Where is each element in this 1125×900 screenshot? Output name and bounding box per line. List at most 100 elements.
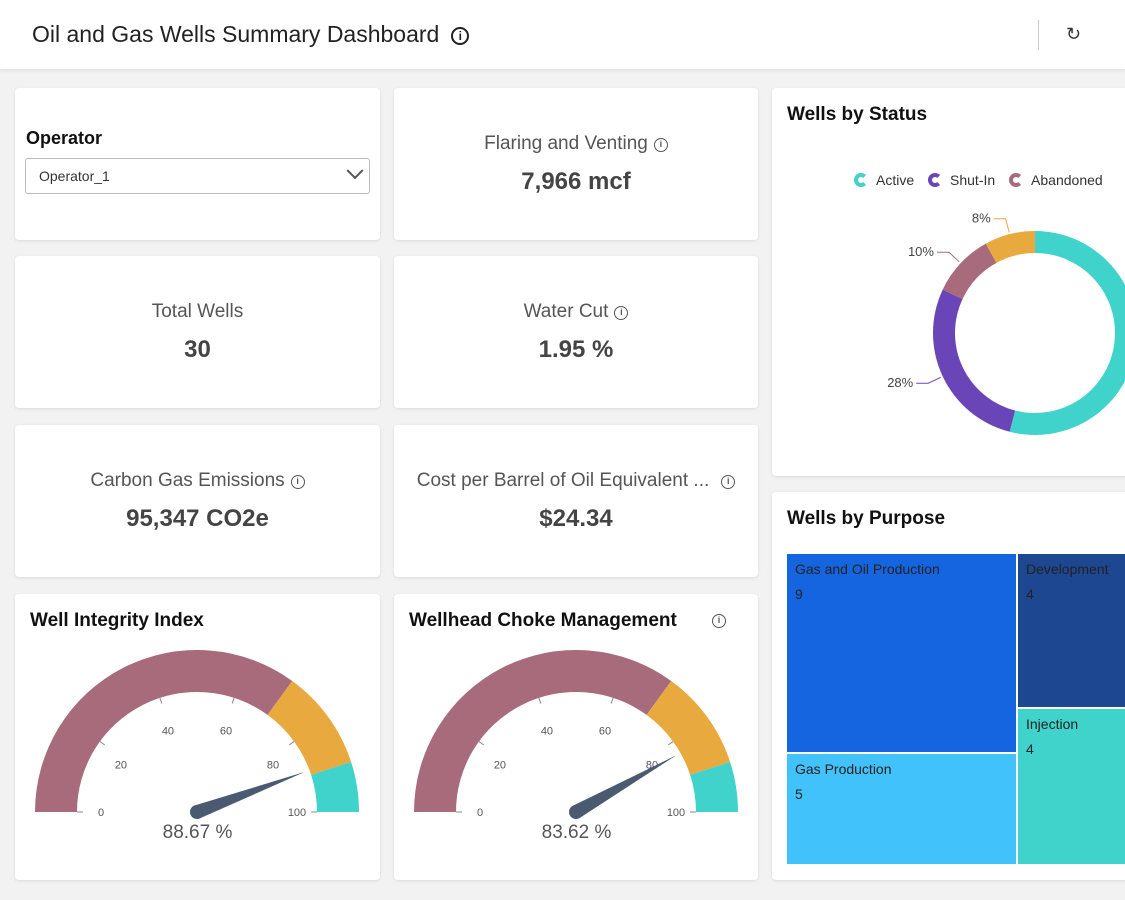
info-icon[interactable]: i — [614, 306, 629, 320]
card-title: Wellhead Choke Management — [409, 610, 677, 631]
info-icon[interactable]: i — [653, 138, 668, 152]
choke-card: Wellhead Choke Management i 0 20 40 60 80 100… — [394, 594, 758, 880]
treemap-tile[interactable]: Injection 4 — [1018, 709, 1125, 864]
gauge-tick-label: 0 — [477, 807, 483, 819]
kpi-value: 30 — [184, 336, 211, 363]
tile-value: 5 — [795, 786, 803, 802]
kpi-label: Carbon Gas Emissions i — [15, 470, 380, 492]
kpi-label: Flaring and Venting i — [394, 133, 758, 155]
data-label: 10% — [908, 244, 934, 259]
gauge-tick — [159, 697, 163, 704]
chart-legend: Active Shut-In Abandoned — [854, 172, 1113, 188]
kpi-label: Total Wells — [151, 301, 244, 322]
card-title: Well Integrity Index — [30, 610, 204, 631]
donut-chart: 28% 10% 8% — [887, 211, 1125, 435]
gauge-value: 88.67 % — [162, 822, 233, 843]
gauge-band — [267, 680, 352, 775]
gauge-tick — [231, 697, 235, 704]
info-icon[interactable]: i — [290, 475, 305, 489]
card-title: Wells by Purpose — [787, 508, 946, 529]
tile-value: 4 — [1026, 586, 1034, 602]
treemap-tile[interactable]: Gas and Oil Production 9 — [787, 554, 1016, 752]
legend-item-active[interactable]: Active — [854, 172, 914, 188]
data-label-connector — [993, 218, 1010, 233]
info-icon[interactable]: i — [451, 27, 470, 45]
refresh-icon[interactable]: ↻ — [1066, 24, 1082, 44]
kpi-label: Water Cut i — [394, 301, 758, 323]
donut-slice-abandoned — [942, 243, 997, 299]
kpi-value: 7,966 mcf — [521, 168, 631, 195]
gauge-tick-label: 20 — [494, 760, 506, 772]
gauge-chart: 0 20 40 60 80 100 — [35, 650, 359, 819]
treemap-tile[interactable]: Development 4 — [1018, 554, 1125, 707]
gauge-tick-label: 60 — [220, 726, 232, 738]
treemap-tile[interactable]: Gas Production 5 — [787, 754, 1016, 864]
tile-value: 4 — [1026, 741, 1034, 757]
tile-label: Gas Production — [795, 761, 892, 777]
gauge-tick-label: 80 — [267, 760, 279, 772]
gauge-tick-label: 20 — [115, 760, 127, 772]
header: Oil and Gas Wells Summary Dashboard i ↻ — [0, 0, 1125, 70]
gauge-needle — [194, 771, 305, 819]
legend-item-abandoned[interactable]: Abandoned — [1009, 172, 1103, 188]
gauge-needle-hub — [569, 805, 583, 819]
total-wells-card: Total Wells 30 — [15, 256, 380, 408]
info-icon[interactable]: i — [721, 475, 736, 489]
gauge-tick — [667, 741, 674, 746]
flaring-card: Flaring and Venting i 7,966 mcf — [394, 88, 758, 240]
donut-icon — [928, 173, 943, 187]
donut-icon — [854, 173, 868, 187]
kpi-value: 1.95 % — [538, 336, 614, 363]
operator-label: Operator — [26, 128, 103, 148]
data-label: 8% — [972, 211, 991, 226]
gauge-tick — [288, 741, 295, 746]
data-label-connector — [916, 376, 942, 384]
gauge-value: 83.62 % — [541, 822, 612, 843]
operator-value: Operator_1 — [39, 168, 110, 184]
gauge-tick — [99, 741, 106, 746]
gauge-band — [35, 650, 293, 812]
page-title: Oil and Gas Wells Summary Dashboard i — [32, 21, 470, 48]
kpi-value: $24.34 — [539, 505, 613, 532]
kpi-label: Cost per Barrel of Oil Equivalent ... i — [394, 470, 758, 492]
tile-value: 9 — [795, 586, 803, 602]
water-cut-card: Water Cut i 1.95 % — [394, 256, 758, 408]
legend-item-shut-in[interactable]: Shut-In — [928, 172, 995, 188]
gauge-band — [311, 761, 359, 812]
gauge-needle-hub — [190, 805, 204, 819]
wells-by-status-card: Wells by Status Active Shut-In Abandoned… — [772, 88, 1125, 476]
gauge-band — [646, 680, 731, 775]
cost-card: Cost per Barrel of Oil Equivalent ... i $… — [394, 425, 758, 577]
tile-label: Gas and Oil Production — [795, 561, 940, 577]
carbon-card: Carbon Gas Emissions i 95,347 CO2e — [15, 425, 380, 577]
operator-filter-card: Operator Operator_1 — [15, 88, 380, 240]
divider — [1038, 20, 1039, 50]
tile-label: Development — [1026, 561, 1109, 577]
card-title: Wells by Status — [787, 104, 928, 125]
gauge-tick — [610, 697, 614, 704]
gauge-tick — [478, 741, 485, 746]
data-label-connector — [936, 251, 960, 263]
tile-label: Injection — [1026, 716, 1079, 732]
data-label: 28% — [887, 375, 913, 390]
donut-slice-active — [1009, 231, 1125, 435]
donut-slice-other — [985, 231, 1035, 263]
gauge-tick-label: 0 — [98, 807, 104, 819]
gauge-tick-label: 100 — [288, 807, 306, 819]
gauge-tick-label: 40 — [162, 726, 174, 738]
gauge-needle — [572, 755, 677, 819]
gauge-tick — [538, 697, 542, 704]
gauge-tick-label: 60 — [599, 726, 611, 738]
operator-dropdown[interactable]: Operator_1 — [25, 158, 370, 194]
gauge-band — [414, 650, 672, 812]
gauge-tick-label: 100 — [667, 807, 685, 819]
donut-slice-shut-in — [933, 289, 1016, 432]
gauge-band — [690, 761, 738, 812]
info-icon[interactable]: i — [712, 614, 726, 628]
kpi-value: 95,347 CO2e — [126, 505, 269, 532]
gauge-tick-label: 40 — [541, 726, 553, 738]
donut-icon — [1009, 173, 1024, 187]
wells-by-purpose-card: Wells by Purpose Gas and Oil Production 9… — [772, 492, 1125, 880]
chevron-down-icon — [346, 162, 364, 180]
